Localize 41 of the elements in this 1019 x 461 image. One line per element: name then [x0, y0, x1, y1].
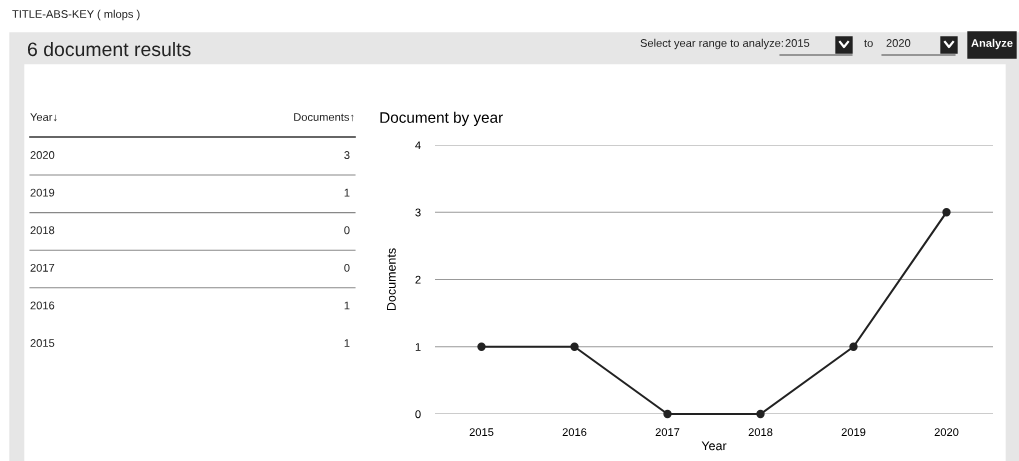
text: to: [864, 39, 873, 47]
text: 2018: [30, 226, 55, 235]
text: 2020: [886, 39, 911, 47]
text: Select year range to analyze:: [640, 38, 783, 50]
text: 1: [344, 188, 350, 197]
text: 1: [344, 301, 350, 310]
y-tick-label: 1: [415, 343, 421, 351]
text: 1: [344, 339, 350, 347]
text: 2015: [30, 339, 55, 347]
point: [477, 342, 486, 351]
text: Documents↑: [294, 113, 354, 122]
text: Analyze: [971, 38, 1013, 50]
y-axis-title: Documents: [387, 248, 396, 311]
y-tick-label: 2: [415, 275, 421, 284]
text: 2020: [30, 151, 55, 159]
point: [663, 409, 672, 419]
point: [942, 208, 951, 217]
point: [849, 342, 858, 351]
y-tick-label: 3: [415, 208, 421, 217]
x-tick-label: 2019: [841, 428, 866, 437]
point: [570, 342, 579, 351]
x-tick-label: 2015: [469, 428, 494, 437]
text: 2016: [30, 301, 55, 310]
chart-title: Document by year: [380, 111, 503, 126]
text: Year↓: [30, 113, 57, 122]
x-axis-title: Year: [701, 441, 727, 451]
y-tick-label: 4: [415, 141, 421, 150]
point: [756, 409, 765, 419]
text: 0: [344, 263, 350, 272]
x-tick-label: 2016: [562, 428, 587, 437]
text: 3: [344, 151, 350, 159]
text: 2019: [30, 188, 55, 197]
text: TITLE-ABS-KEY ( mlops ): [12, 9, 140, 21]
text: 6 document results: [27, 41, 191, 57]
text: 2017: [30, 263, 55, 272]
x-tick-label: 2017: [655, 428, 680, 437]
x-tick-label: 2018: [748, 428, 773, 437]
x-tick-label: 2020: [934, 428, 959, 437]
text: 0: [344, 226, 350, 235]
y-tick-label: 0: [415, 410, 421, 419]
text: 2015: [785, 39, 810, 47]
